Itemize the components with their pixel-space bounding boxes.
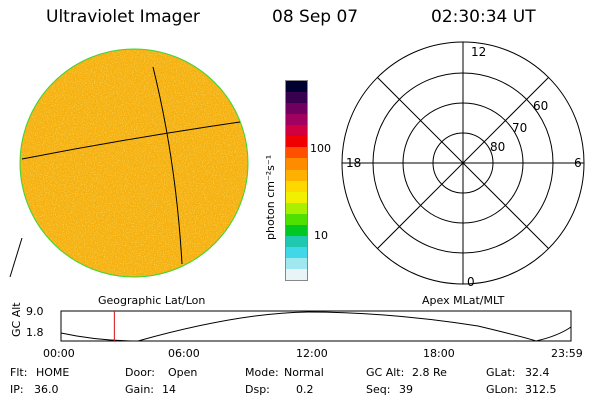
gain-label: Gain: [125, 383, 154, 396]
graticule-latitude-line [21, 121, 241, 160]
colorbar-segment [286, 191, 307, 203]
door-value: Open [168, 366, 198, 379]
uv-disk-rim [19, 48, 249, 278]
observation-date: 08 Sep 07 [272, 7, 359, 27]
colorbar-segment [286, 202, 307, 214]
observation-time: 02:30:34 UT [431, 7, 536, 27]
seq-label: Seq: [366, 383, 391, 396]
time-tick-0000: 00:00 [43, 347, 75, 360]
instrument-title: Ultraviolet Imager [46, 7, 200, 27]
colorbar-segment [286, 81, 307, 93]
timeline-frame [60, 310, 572, 342]
colorbar [285, 80, 308, 281]
colorbar-segment [286, 114, 307, 126]
altitude-timeline [60, 310, 572, 342]
mlt-label-18: 18 [346, 156, 361, 170]
time-tick-0600: 06:00 [168, 347, 200, 360]
mode-label: Mode: [245, 366, 279, 379]
colorbar-segment [286, 224, 307, 236]
glat-label: GLat: [486, 366, 516, 379]
flight-label: Flt: [10, 366, 28, 379]
time-tick-1200: 12:00 [296, 347, 328, 360]
mlt-label-0: 0 [467, 275, 475, 289]
lat-label-70: 70 [512, 121, 527, 135]
timeline-ytick-top: 9.0 [26, 305, 44, 318]
colorbar-segment [286, 258, 307, 270]
mode-value: Normal [284, 366, 324, 379]
polar-diagonal-2 [377, 77, 549, 249]
colorbar-segment [286, 269, 307, 281]
mlt-label-12: 12 [471, 45, 486, 59]
colorbar-unit-label: photon cm⁻²s⁻¹ [264, 154, 277, 240]
colorbar-segment [286, 169, 307, 181]
colorbar-segment [286, 235, 307, 247]
dsp-value: 0.2 [296, 383, 314, 396]
ip-value: 36.0 [34, 383, 59, 396]
colorbar-tick-100: 100 [310, 142, 331, 155]
ip-label: IP: [10, 383, 24, 396]
glon-label: GLon: [486, 383, 518, 396]
colorbar-segment [286, 158, 307, 170]
mlt-label-6: 6 [574, 156, 582, 170]
lat-label-80: 80 [490, 140, 505, 154]
graticule-longitude-line [152, 66, 183, 265]
uv-speckle-texture [21, 50, 247, 276]
colorbar-segment [286, 180, 307, 192]
dsp-label: Dsp: [245, 383, 270, 396]
seq-value: 39 [399, 383, 413, 396]
colorbar-segment [286, 246, 307, 258]
apex-caption: Apex MLat/MLT [422, 294, 505, 307]
geographic-caption: Geographic Lat/Lon [98, 294, 206, 307]
altitude-curve [60, 311, 572, 342]
colorbar-tick-10: 10 [314, 229, 328, 242]
colorbar-segment [286, 103, 307, 115]
glon-value: 312.5 [525, 383, 557, 396]
glat-value: 32.4 [525, 366, 550, 379]
colorbar-segment [286, 125, 307, 137]
colorbar-segment [286, 136, 307, 148]
door-label: Door: [125, 366, 155, 379]
colorbar-segment [286, 147, 307, 159]
uv-image-panel [9, 48, 249, 278]
side-tick-mark [9, 237, 23, 278]
colorbar-segment [286, 213, 307, 225]
timeline-ylabel: GC Alt [10, 302, 23, 337]
time-tick-2359: 23:59 [551, 347, 583, 360]
polar-plot: 12 18 6 0 60 70 80 [341, 41, 585, 289]
lat-label-60: 60 [533, 99, 548, 113]
gc-alt-value: 2.8 Re [412, 366, 447, 379]
timeline-ytick-bottom: 1.8 [26, 326, 44, 339]
time-tick-1800: 18:00 [423, 347, 455, 360]
flight-value: HOME [36, 366, 70, 379]
gc-alt-label: GC Alt: [366, 366, 405, 379]
gain-value: 14 [162, 383, 176, 396]
colorbar-segment [286, 92, 307, 104]
